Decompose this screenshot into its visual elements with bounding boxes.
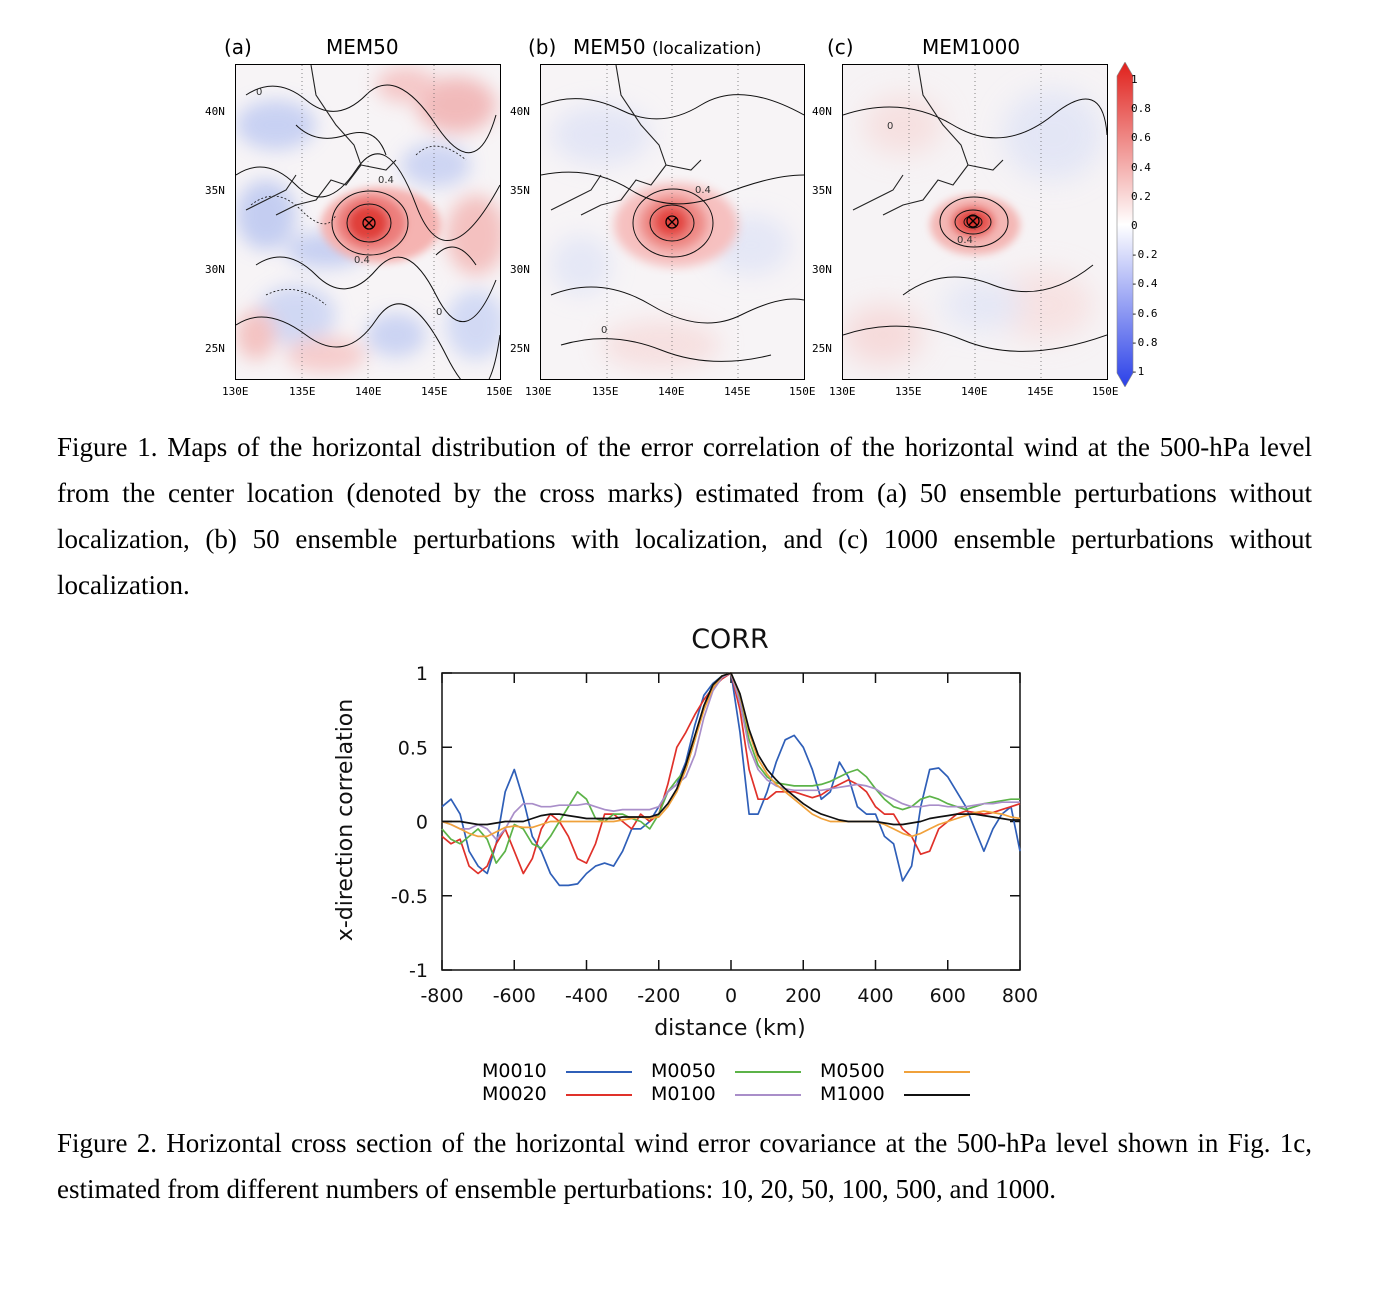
colorbar-tick-label: -0.8 <box>1131 335 1158 349</box>
lon-label: 150E <box>1092 385 1119 398</box>
y-tick-label: 1 <box>416 663 428 685</box>
contour-zero-label: 0 <box>887 121 893 132</box>
map-panel-a: 0.4 0.4 0 0 <box>235 64 501 380</box>
colorbar-tick-label: 0.6 <box>1131 131 1151 145</box>
map-panel-b: 0.4 0 <box>540 64 805 380</box>
panel-b-subtitle: (localization) <box>651 39 762 59</box>
series-line-m0100 <box>441 672 1020 841</box>
lat-label: 35N <box>510 184 530 197</box>
lat-label: 40N <box>510 105 530 118</box>
lon-label: 135E <box>289 385 316 398</box>
legend-swatch <box>566 1071 632 1073</box>
colorbar-tick-label: 0.4 <box>1131 160 1151 174</box>
legend-label: M0020 <box>482 1083 547 1105</box>
x-tick-label: -600 <box>493 985 536 1007</box>
colorbar-tick-label: -0.4 <box>1131 277 1158 291</box>
series-line-m1000 <box>442 672 1020 826</box>
panel-b-tag: (b) <box>528 35 557 59</box>
colorbar-tick-label: 0.2 <box>1131 189 1151 203</box>
plot-area: -800 -600 -400 -200 0 200 400 600 800 1 0.5 0 -0.5 -1 <box>391 663 1038 1007</box>
lon-label: 145E <box>1027 385 1054 398</box>
x-tick-label: -200 <box>637 985 680 1007</box>
lon-label: 130E <box>525 385 552 398</box>
legend-swatch <box>735 1094 801 1096</box>
legend-swatch <box>735 1071 801 1073</box>
lon-label: 130E <box>222 385 249 398</box>
series-line-m0500 <box>441 672 1021 838</box>
lon-label: 145E <box>421 385 448 398</box>
lat-label: 40N <box>812 105 832 118</box>
x-tick-label: 0 <box>725 985 737 1007</box>
panel-a-tag: (a) <box>224 35 252 59</box>
legend-label: M0010 <box>482 1060 547 1082</box>
lon-label: 140E <box>355 385 382 398</box>
legend-swatch <box>904 1094 970 1096</box>
panel-b-title: MEM50 (localization) <box>573 35 761 59</box>
legend-swatch <box>566 1094 632 1096</box>
lon-label: 135E <box>592 385 619 398</box>
lon-label: 150E <box>789 385 816 398</box>
legend-label: M0500 <box>820 1060 885 1082</box>
colorbar-tick-label: 1 <box>1131 73 1138 86</box>
series-line-m0020 <box>441 672 1021 875</box>
lon-label: 145E <box>724 385 751 398</box>
lat-label: 35N <box>812 184 832 197</box>
contour-zero-label: 0 <box>256 87 262 98</box>
contour-label: 0.4 <box>957 235 973 246</box>
corr-line-chart: CORR x-direction correlation distance (k… <box>333 624 1038 1041</box>
colorbar-tick-label: -1 <box>1131 365 1145 378</box>
x-tick-label: 800 <box>1002 985 1038 1007</box>
lon-label: 130E <box>829 385 856 398</box>
chart-title: CORR <box>691 624 769 655</box>
cross-mark-icon <box>966 214 980 228</box>
y-tick-label: -0.5 <box>391 886 428 908</box>
contour-label: 0.4 <box>354 255 370 266</box>
x-tick-label: 400 <box>857 985 893 1007</box>
lat-label: 35N <box>205 184 225 197</box>
contour-zero-label: 0 <box>436 307 442 318</box>
y-tick-label: 0.5 <box>398 737 428 759</box>
series-line-m0010 <box>441 672 1021 887</box>
map-panel-c: 0.4 0 <box>842 64 1108 380</box>
cross-mark-icon <box>665 215 679 229</box>
lat-label: 30N <box>205 263 225 276</box>
x-tick-label: -400 <box>565 985 608 1007</box>
lon-label: 150E <box>486 385 513 398</box>
x-tick-label: -800 <box>420 985 463 1007</box>
lon-label: 140E <box>658 385 685 398</box>
contour-label: 0.4 <box>378 175 394 186</box>
x-tick-label: 200 <box>785 985 821 1007</box>
contour-zero-label: 0 <box>601 325 607 336</box>
chart-y-axis-label: x-direction correlation <box>333 699 358 941</box>
legend-label: M0050 <box>651 1060 716 1082</box>
x-tick-label: 600 <box>930 985 966 1007</box>
panel-a-title: MEM50 <box>326 35 399 59</box>
panel-c-tag: (c) <box>827 35 854 59</box>
colorbar-tick-label: -0.6 <box>1131 306 1158 320</box>
lat-label: 30N <box>812 263 832 276</box>
lat-label: 40N <box>205 105 225 118</box>
panel-c-title: MEM1000 <box>922 35 1021 59</box>
legend-label: M1000 <box>820 1083 885 1105</box>
figure-1-caption: Figure 1. Maps of the horizontal distrib… <box>57 432 1312 600</box>
lon-label: 135E <box>895 385 922 398</box>
figure-2-caption: Figure 2. Horizontal cross section of th… <box>57 1128 1312 1204</box>
colorbar-tick-label: 0 <box>1131 219 1138 232</box>
cross-mark-icon <box>362 216 376 230</box>
legend-label: M0100 <box>651 1083 716 1105</box>
y-tick-label: 0 <box>416 812 428 834</box>
panel-b-title-main: MEM50 <box>573 35 646 59</box>
colorbar-tick-label: -0.2 <box>1131 248 1158 262</box>
colorbar-tick-label: 0.8 <box>1131 102 1151 116</box>
lon-label: 140E <box>961 385 988 398</box>
y-tick-label: -1 <box>409 960 428 982</box>
chart-x-axis-label: distance (km) <box>654 1016 806 1041</box>
contour-label: 0.4 <box>695 185 711 196</box>
legend-swatch <box>904 1071 970 1073</box>
lat-label: 25N <box>510 342 530 355</box>
lat-label: 25N <box>812 342 832 355</box>
lat-label: 30N <box>510 263 530 276</box>
lat-label: 25N <box>205 342 225 355</box>
